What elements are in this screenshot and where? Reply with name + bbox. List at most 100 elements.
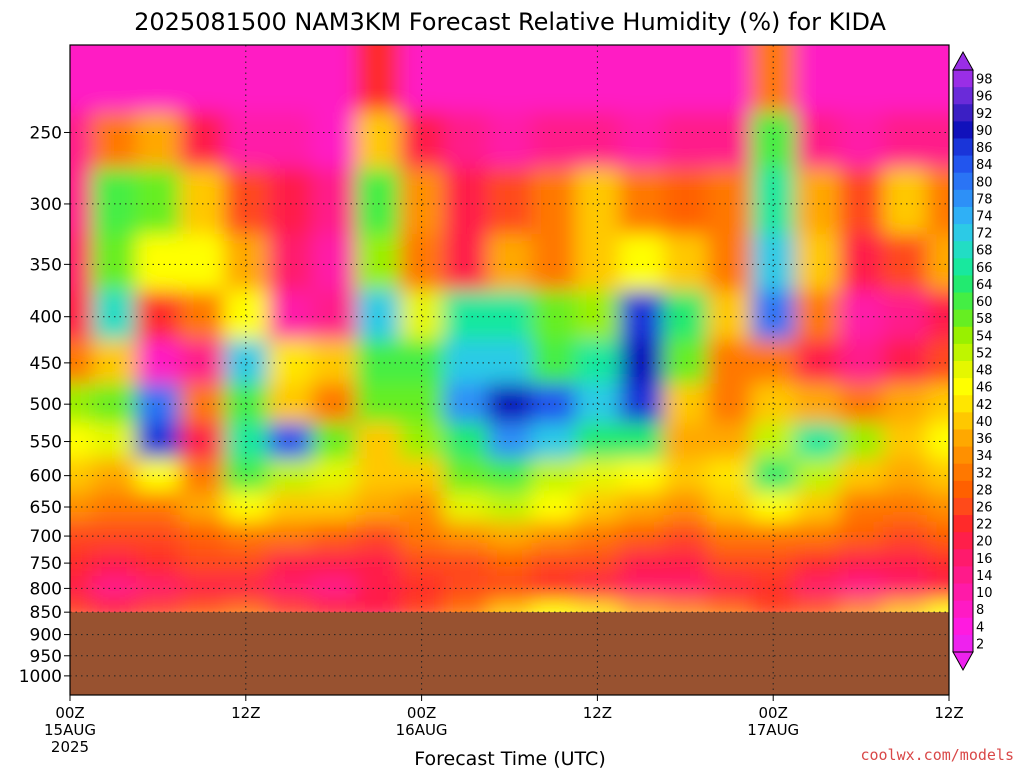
y-tick-label: 350: [30, 255, 62, 275]
rh-cell: [883, 111, 929, 170]
rh-cell: [883, 339, 929, 385]
x-tick-label: 00Z: [759, 704, 788, 722]
rh-cell: [443, 168, 489, 236]
rh-cell: [179, 339, 225, 385]
rh-cell: [135, 45, 181, 113]
colorbar-swatch: [953, 189, 973, 208]
rh-cell: [751, 168, 797, 236]
rh-cell: [531, 45, 577, 113]
rh-cell: [663, 168, 709, 236]
y-tick-label: 1000: [19, 667, 62, 687]
x-axis-label: Forecast Time (UTC): [414, 748, 605, 768]
rh-cell: [487, 111, 533, 170]
rh-cell: [355, 111, 401, 170]
rh-cell: [487, 168, 533, 236]
x-tick-label: 2025: [51, 738, 89, 756]
colorbar-swatch: [953, 121, 973, 139]
rh-cell: [443, 45, 489, 113]
y-tick-label: 500: [30, 395, 62, 415]
rh-cell: [487, 45, 533, 113]
rh-cell: [179, 45, 225, 113]
colorbar-min-arrow: [952, 651, 974, 672]
rh-cell: [619, 168, 665, 236]
rh-cell: [663, 234, 709, 292]
rh-cell: [487, 339, 533, 385]
rh-cell: [927, 168, 949, 236]
rh-cell: [927, 111, 949, 170]
below-ground-mask: [70, 612, 949, 695]
colorbar-max-arrow: [952, 50, 974, 71]
colorbar-label: 36: [976, 432, 993, 447]
x-tick-label: 16AUG: [396, 721, 448, 739]
rh-cell: [70, 45, 93, 113]
y-tick-label: 450: [30, 354, 62, 374]
colorbar-label: 26: [976, 501, 993, 516]
colorbar-swatch: [953, 361, 973, 379]
rh-cell: [311, 168, 357, 236]
rh-cell: [927, 549, 949, 577]
x-tick-label: 12Z: [934, 704, 963, 722]
colorbar-swatch: [953, 617, 973, 636]
x-tick-label: 00Z: [55, 704, 84, 722]
colorbar-swatch: [953, 600, 973, 619]
rh-cell: [91, 339, 137, 385]
x-tick-label: 00Z: [407, 704, 436, 722]
rh-cell: [135, 290, 181, 341]
y-tick-label: 850: [30, 603, 62, 623]
rh-cell: [707, 111, 753, 170]
colorbar-label: 64: [976, 278, 993, 293]
rh-cell: [179, 168, 225, 236]
rh-cell: [927, 575, 949, 602]
rh-cell: [135, 234, 181, 292]
rh-cell: [70, 168, 93, 236]
rh-cell: [619, 290, 665, 341]
y-tick-label: 650: [30, 498, 62, 518]
rh-cell: [267, 168, 313, 236]
rh-cell: [619, 234, 665, 292]
colorbar-swatch: [953, 275, 973, 294]
rh-cell: [619, 339, 665, 385]
y-tick-label: 250: [30, 123, 62, 143]
x-tick-label: 15AUG: [44, 721, 96, 739]
rh-cell: [927, 491, 949, 523]
rh-cell: [839, 168, 885, 236]
colorbar-swatch: [953, 583, 973, 602]
rh-cell: [223, 168, 269, 236]
rh-cell: [443, 234, 489, 292]
x-tick-label: 17AUG: [747, 721, 799, 739]
rh-cell: [399, 168, 445, 236]
rh-cell: [531, 111, 577, 170]
colorbar-swatch: [953, 412, 973, 430]
colorbar-swatch: [953, 70, 973, 88]
colorbar-label: 4: [976, 620, 984, 635]
y-tick-label: 900: [30, 626, 62, 646]
rh-cell: [707, 234, 753, 292]
colorbar: 9896929086848078747268666460585452484642…: [952, 50, 993, 672]
rh-cell: [927, 290, 949, 341]
colorbar-swatch: [953, 463, 973, 482]
colorbar-label: 68: [976, 244, 993, 259]
rh-cell: [883, 234, 929, 292]
grid-lines: [69, 45, 950, 695]
y-tick-label: 700: [30, 527, 62, 547]
plot-frame: [69, 44, 950, 696]
colorbar-swatch: [953, 309, 973, 328]
rh-cell: [70, 111, 93, 170]
rh-cell: [443, 111, 489, 170]
colorbar-swatch: [953, 172, 973, 191]
y-tick-label: 400: [30, 308, 62, 328]
colorbar-label: 2: [976, 637, 984, 652]
rh-cell: [707, 339, 753, 385]
rh-cell: [267, 290, 313, 341]
rh-cell: [223, 339, 269, 385]
rh-cell: [575, 111, 621, 170]
rh-cell: [839, 339, 885, 385]
rh-cell: [355, 339, 401, 385]
colorbar-label: 74: [976, 210, 993, 225]
rh-cell: [443, 339, 489, 385]
colorbar-swatch: [953, 104, 973, 122]
colorbar-swatch: [953, 343, 973, 362]
rh-cell: [267, 111, 313, 170]
colorbar-label: 98: [976, 73, 993, 88]
y-tick-label: 950: [30, 647, 62, 667]
